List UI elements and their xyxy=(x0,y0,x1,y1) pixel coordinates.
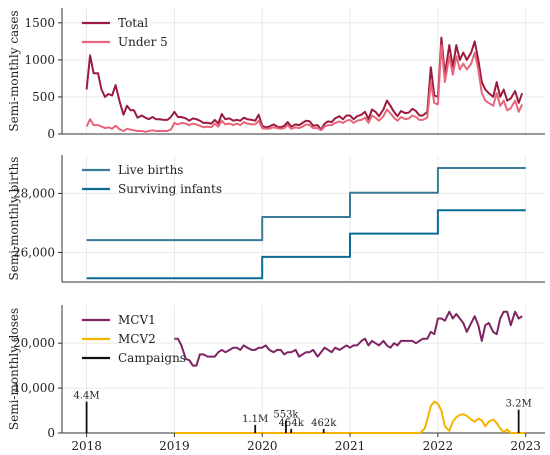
y-axis-label: Semi-monthly births xyxy=(7,157,21,281)
legend-label: Campaigns xyxy=(118,351,186,365)
y-tick-label: 20,000 xyxy=(13,336,55,350)
y-tick-label: 0 xyxy=(47,127,55,141)
y-tick-label: 1500 xyxy=(24,16,55,30)
x-tick-label: 2018 xyxy=(71,439,102,453)
y-tick-label: 10,000 xyxy=(13,381,55,395)
x-tick-label: 2021 xyxy=(335,439,366,453)
legend-label: Total xyxy=(118,16,148,30)
y-tick-label: 28,000 xyxy=(13,186,55,200)
x-tick-label: 2020 xyxy=(247,439,278,453)
x-tick-label: 2023 xyxy=(510,439,541,453)
y-axis-label: Semi-monthly doses xyxy=(7,308,21,430)
campaign-label: 3.2M xyxy=(506,399,532,410)
legend-label: MCV1 xyxy=(118,313,156,327)
campaign-label: 4.4M xyxy=(74,391,100,402)
campaign-label: 454k xyxy=(279,418,305,429)
series-line-under-5 xyxy=(85,44,524,133)
series-line-live-births xyxy=(86,167,526,242)
y-tick-label: 26,000 xyxy=(13,245,55,259)
series-line-surviving-infants xyxy=(86,209,526,280)
legend-label: MCV2 xyxy=(118,332,156,346)
legend: Live births Surviving infants xyxy=(82,163,222,196)
series-line-total xyxy=(85,36,524,131)
y-tick-label: 500 xyxy=(32,90,55,104)
y-tick-label: 0 xyxy=(47,426,55,440)
y-tick-label: 1000 xyxy=(24,53,55,67)
legend: Total Under 5 xyxy=(82,16,168,49)
y-axis-label: Semi-monthly cases xyxy=(7,10,21,131)
legend-label: Live births xyxy=(118,163,183,177)
campaign-label: 1.1M xyxy=(242,414,268,425)
legend-label: Under 5 xyxy=(118,35,168,49)
campaign-label: 462k xyxy=(311,418,337,429)
campaign-label: 553k xyxy=(273,409,299,420)
x-tick-label: 2022 xyxy=(423,439,454,453)
x-tick-label: 2019 xyxy=(159,439,190,453)
series-line-mcv2 xyxy=(174,400,526,434)
series-line-mcv1 xyxy=(174,310,523,367)
legend-label: Surviving infants xyxy=(118,182,222,196)
legend: MCV1 MCV2 Campaigns xyxy=(82,313,186,365)
